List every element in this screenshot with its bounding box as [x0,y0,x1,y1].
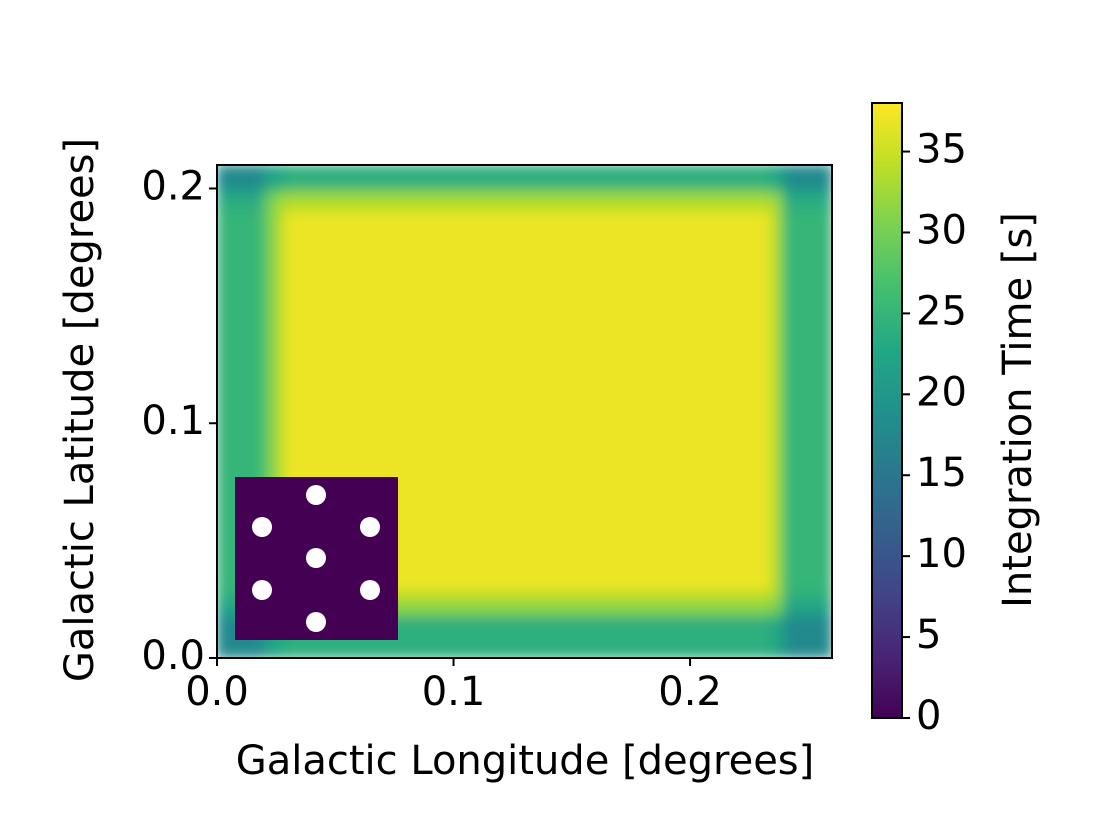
heatmap-cell [275,187,287,199]
y-tick-label: 0.0 [141,633,205,679]
x-tick-label: 0.0 [185,669,249,715]
heatmap-cell [275,165,287,189]
heatmap-cell [263,187,277,199]
beam-dots [252,485,380,632]
heatmap-cell [285,197,771,213]
heatmap-cell [217,187,265,199]
beam-dot [360,517,380,537]
heatmap-cell [275,211,287,591]
y-tick-label: 0.1 [141,398,205,444]
heatmap-cell [779,187,786,199]
beam-dot [306,485,326,505]
heatmap-cell [770,187,781,199]
heatmap-cell [263,165,277,189]
heatmap-cell [784,165,832,189]
heatmap-cell [770,165,781,189]
heatmap-cell [770,601,781,617]
colorbar-label: Integration Time [s] [995,212,1041,608]
heatmap-cell [263,197,277,213]
heatmap-cell [217,165,265,189]
beam-dot [252,580,272,600]
axes-frame [216,164,833,659]
x-tick-label: 0.1 [422,669,486,715]
heatmap-cell [285,601,771,617]
colorbar-tick-label: 30 [916,207,967,253]
colorbar-tick-label: 10 [916,531,967,577]
heatmap-cell [784,601,832,617]
beam-dot [360,580,380,600]
heatmap-cell [784,589,832,603]
heatmap-cell [784,197,832,213]
heatmap-cell [779,601,786,617]
heatmap-cell [285,187,771,199]
heatmap-cell [784,615,832,658]
colorbar-tick-label: 20 [916,369,967,415]
heatmap-cell [285,589,771,603]
inset-beam-pattern [235,477,398,640]
colorbar [871,102,903,719]
heatmap-cell [770,197,781,213]
y-axis-label: Galactic Latitude [degrees] [57,138,103,682]
heatmap-cell [770,211,781,591]
heatmap-cell [779,589,786,603]
heatmap-cell [779,165,786,189]
x-axis-label: Galactic Longitude [degrees] [236,738,815,784]
heatmap-cell [285,165,771,189]
heatmap-cell [779,211,786,591]
colorbar-tick-label: 15 [916,450,967,496]
heatmap-cell [770,589,781,603]
colorbar-tick-label: 35 [916,127,967,173]
x-tick-label: 0.2 [658,669,722,715]
heatmap-cell [275,197,287,213]
y-tick-label: 0.2 [141,163,205,209]
beam-dot [252,517,272,537]
heatmap-cell [779,197,786,213]
colorbar-tick-label: 5 [916,612,941,658]
heatmap-cell [784,211,832,591]
heatmap-cell [217,197,265,213]
colorbar-tick-label: 25 [916,288,967,334]
heatmap-cell [784,187,832,199]
colorbar-tick-label: 0 [916,693,941,739]
heatmap-cell [779,615,786,658]
heatmap-cell [770,615,781,658]
beam-dot [306,612,326,632]
beam-dot [306,548,326,568]
